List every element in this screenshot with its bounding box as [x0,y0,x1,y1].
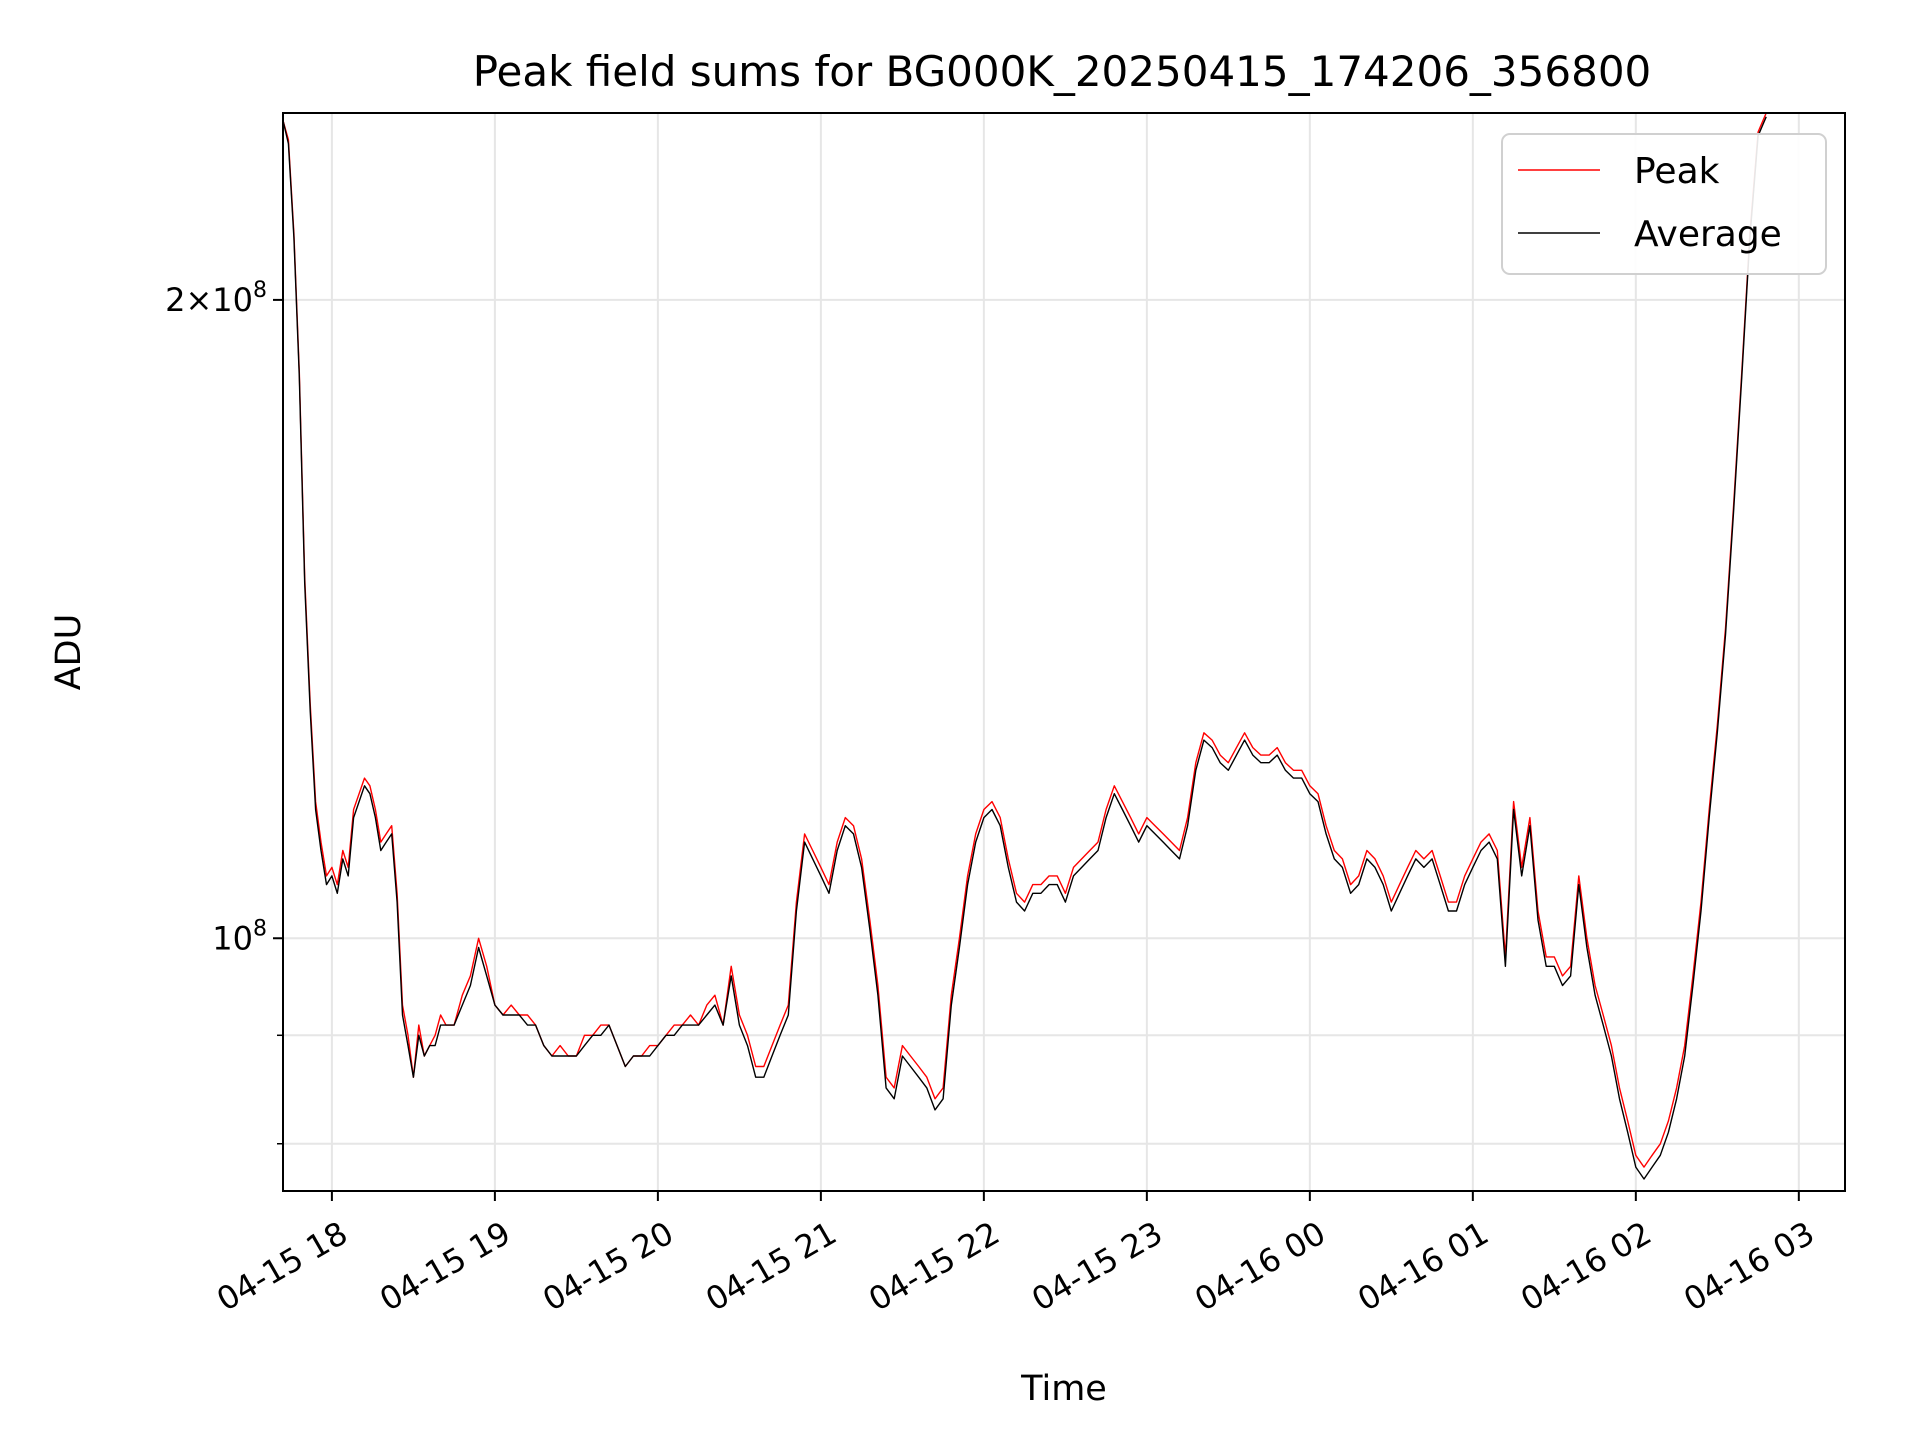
legend-peak-label: Peak [1634,151,1720,192]
y-axis-label: ADU [49,614,89,691]
plot-frame [282,112,1846,1192]
x-tick-label: 04-15 21 [699,1214,843,1319]
series-line-average [282,116,1767,1180]
grid-lines [283,113,1845,1191]
x-tick-label: 04-15 23 [1025,1214,1169,1319]
chart-title: Peak field sums for BG000K_20250415_1742… [473,47,1652,96]
legend-box [1501,133,1827,275]
x-tick-label: 04-16 03 [1677,1214,1821,1319]
x-axis-label: Time [1020,1369,1107,1409]
y-axis: 108 2×108 [165,278,283,1145]
x-tick-label: 04-16 00 [1188,1214,1332,1319]
x-tick-label: 04-15 20 [536,1214,680,1319]
x-tick-label: 04-15 22 [862,1214,1006,1319]
y-tick-label: 2×108 [165,278,267,319]
y-tick-label: 108 [212,916,267,957]
x-axis: 04-15 18 04-15 19 04-15 20 04-15 21 04-15 22… [210,1191,1821,1319]
legend-average-label: Average [1634,214,1782,255]
x-tick-label: 04-16 02 [1514,1214,1658,1319]
x-tick-label: 04-15 18 [210,1214,354,1319]
x-tick-label: 04-15 19 [373,1214,517,1319]
series-layer [282,112,1767,1180]
x-tick-label: 04-16 01 [1351,1214,1495,1319]
legend: Peak Average [1501,133,1827,275]
